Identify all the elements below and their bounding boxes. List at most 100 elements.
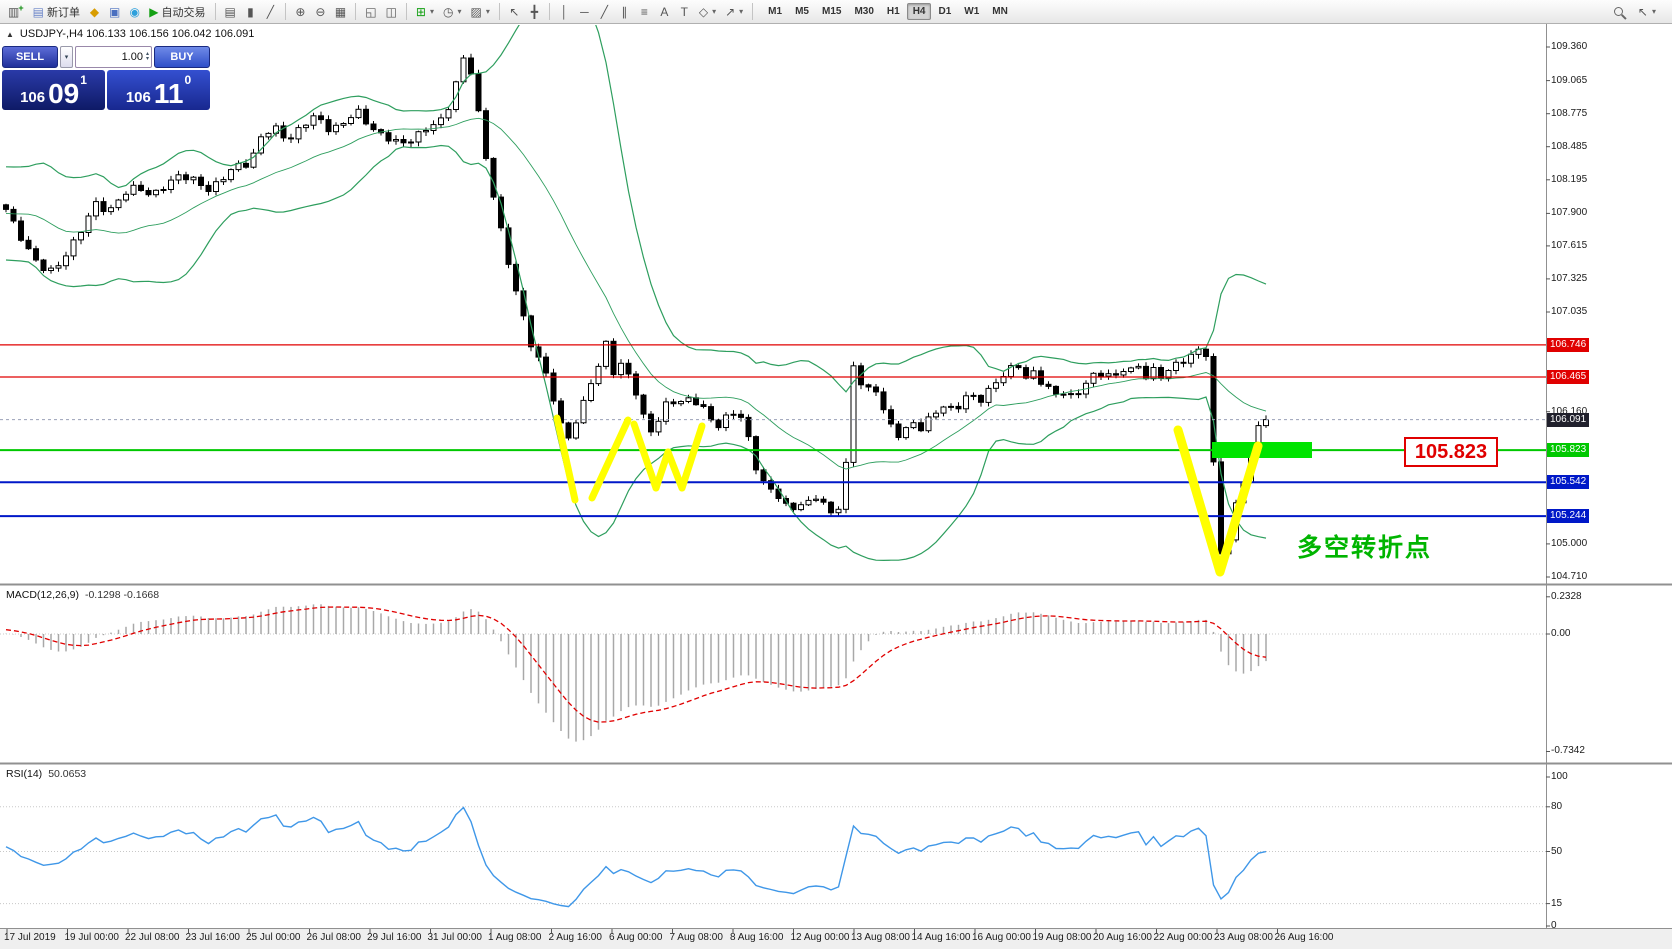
crosshair-icon[interactable]: ╋ [530,4,538,19]
search-icon[interactable] [1609,2,1628,21]
price-axis-tick: 105.000 [1551,537,1588,549]
yellow-v-mark [1173,425,1263,577]
community-icon[interactable]: ◉ [129,4,141,19]
price-level-tag[interactable]: 105.244 [1547,509,1590,524]
rsi-axis-tick: 50 [1551,845,1563,857]
profiles-icon[interactable]: ▣ [108,4,121,19]
pivot-note-text[interactable]: 多空转折点 [1297,534,1433,562]
time-axis-label: 12 Aug 00:00 [790,932,850,943]
timeframe-H1[interactable]: H1 [886,6,900,17]
timeframe-W1[interactable]: W1 [964,6,980,17]
price-level-tag[interactable]: 106.465 [1547,369,1590,384]
price-level-tag[interactable]: 106.746 [1547,337,1590,352]
shapes-dropdown[interactable]: ◇ ▾ [698,4,717,19]
templates-dropdown[interactable]: ▨ ▾ [470,4,490,19]
price-level-tag[interactable]: 105.823 [1547,443,1590,458]
rsi-axis-tick: 100 [1551,771,1568,782]
timeframe-M15[interactable]: M15 [821,6,842,17]
timeframe-M30[interactable]: M30 [854,6,874,17]
bollinger-lower-band [5,144,1267,562]
green-zone-rect[interactable] [1212,442,1312,458]
trendline-tool-icon[interactable]: ╱ [600,4,608,19]
horizontal-line-tool-icon[interactable]: ─ [580,4,589,19]
price-level-tag[interactable]: 105.542 [1547,475,1590,490]
timeframe-H4[interactable]: H4 [906,3,932,20]
macd-name: MACD(12,26,9) [6,589,79,601]
rsi-axis-tick: 80 [1551,800,1563,812]
time-axis-label: 19 Aug 08:00 [1032,932,1092,943]
volume-spinner[interactable]: ▴ ▾ [145,51,149,62]
zoom-in-icon[interactable]: ⊕ [295,4,306,19]
buy-button[interactable]: BUY [154,46,210,68]
bollinger-bands [5,25,1267,562]
buy-price-pipette: 0 [184,73,192,87]
timeframe-MN[interactable]: MN [992,6,1008,17]
order-options-dropdown[interactable]: ▾ [60,46,73,68]
timeframe-M1[interactable]: M1 [768,6,783,17]
price-axis-tick: 107.325 [1551,272,1588,284]
spinner-up-icon[interactable]: ▴ [145,51,149,57]
macd-axis-tick: 0.00 [1551,628,1571,639]
autotrade-button[interactable]: ▶ 自动交易 [145,2,209,21]
price-axis-tick: 108.775 [1551,107,1588,119]
fibonacci-tool-icon[interactable]: ≡ [640,4,648,19]
timeframe-toolbar: M1 M5 M15 M30 H1 H4 D1 W1 MN [762,3,1014,20]
yellow-stroke [652,448,672,492]
time-axis-label: 14 Aug 16:00 [911,932,971,943]
price-axis-tick: 109.065 [1551,74,1588,86]
zoom-out-icon[interactable]: ⊖ [315,4,326,19]
time-axis-label: 16 Aug 00:00 [972,932,1031,943]
cascade-windows-icon[interactable]: ◱ [365,4,377,19]
rsi-axis-tick: 0 [1551,920,1557,931]
new-order-icon: ▤ [32,4,44,19]
text-tool-icon[interactable]: A [660,4,669,19]
toolbar-separator [355,3,357,20]
arrows-dropdown[interactable]: ↗ ▾ [725,4,744,19]
sell-price-pips: 09 [48,78,80,110]
volume-value[interactable]: 1.00 [121,51,143,63]
price-axis-tick: 104.710 [1551,571,1588,582]
vertical-line-tool-icon[interactable]: │ [560,4,569,19]
buy-price-display[interactable]: 106 11 0 [107,70,210,110]
main-toolbar: ▥ + ▤ 新订单 ◆ ▣ ◉ ▶ 自动交易 ▤ ▮ ╱ ⊕ ⊖ ▦ ◱ ◫ ⊞ ▾ ◷… [0,0,1672,24]
current-price-tag[interactable]: 106.091 [1547,412,1590,427]
buy-price-big: 106 [125,88,151,106]
toolbar-separator [284,3,286,20]
panel-separators[interactable] [0,24,1672,929]
yellow-annotations[interactable] [553,414,1263,577]
indicators-dropdown[interactable]: ⊞ ▾ [415,4,434,19]
price-axis-tick: 107.900 [1551,207,1588,219]
horizontal-level-lines[interactable] [0,344,1546,518]
time-axis-label: 8 Aug 16:00 [730,932,784,943]
sell-price-display[interactable]: 106 09 1 [2,70,105,110]
toolbar-separator [214,3,216,20]
sell-button[interactable]: SELL [2,46,58,68]
time-axis-label: 13 Aug 08:00 [851,932,910,943]
autotrade-label: 自动交易 [161,6,206,19]
price-callout-box[interactable]: 105.823 [1404,437,1498,467]
time-axis-label: 29 Jul 16:00 [367,932,422,943]
pointer-tools-icon[interactable]: ↖ ▾ [1637,4,1656,19]
time-axis-label: 22 Aug 00:00 [1153,932,1213,943]
yellow-stroke [553,414,579,504]
periods-dropdown[interactable]: ◷ ▾ [442,4,462,19]
new-order-button[interactable]: ▤ 新订单 [29,2,84,21]
spinner-down-icon[interactable]: ▾ [145,56,149,62]
bar-chart-icon[interactable]: ▤ [224,4,236,19]
candlestick-chart-icon[interactable]: ▮ [247,4,254,19]
timeframe-M5[interactable]: M5 [795,6,809,17]
market-icon[interactable]: ◆ [89,4,100,19]
volume-input[interactable]: 1.00 ▴ ▾ [75,46,152,68]
new-chart-button[interactable]: ▥ + [8,3,24,19]
one-click-collapse-icon[interactable]: ▲ [6,29,14,39]
line-chart-icon[interactable]: ╱ [266,4,274,19]
candlesticks [3,53,1269,558]
tile-windows-icon[interactable]: ◫ [385,4,397,19]
channel-tool-icon[interactable]: ∥ [621,4,628,19]
grid-icon[interactable]: ▦ [334,4,347,19]
label-tool-icon[interactable]: T [680,4,689,19]
cursor-icon[interactable]: ↖ [509,4,520,19]
timeframe-D1[interactable]: D1 [938,6,952,17]
